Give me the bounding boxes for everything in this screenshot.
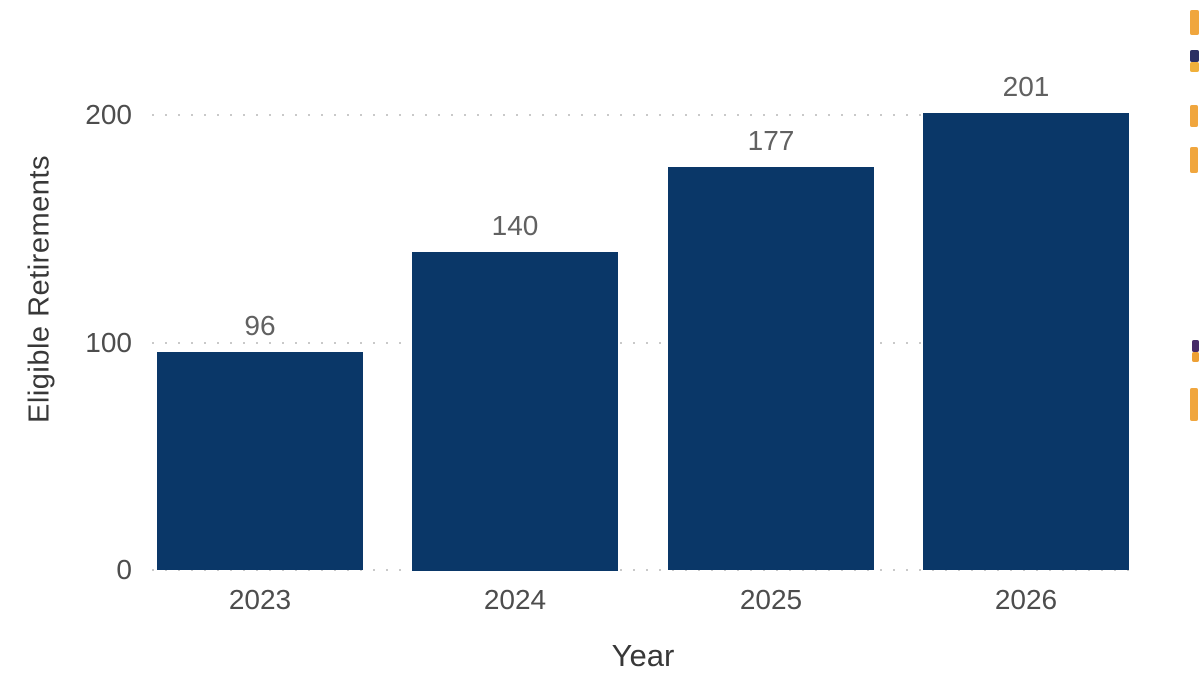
edge-artifact	[1190, 147, 1198, 173]
x-axis-title: Year	[611, 638, 675, 673]
edge-artifact	[1190, 50, 1199, 62]
bar-value-label-2024: 140	[491, 210, 539, 241]
edge-artifact	[1190, 62, 1199, 72]
bar-value-label-2023: 96	[244, 310, 276, 341]
x-axis-tick-label-2023: 2023	[228, 584, 292, 615]
bar-2023[interactable]	[157, 352, 363, 570]
edge-artifact	[1192, 340, 1199, 352]
edge-artifact	[1192, 352, 1199, 362]
gridline-y-0	[152, 569, 1140, 571]
y-axis-title: Eligible Retirements	[23, 155, 56, 423]
bar-2024[interactable]	[412, 252, 618, 571]
edge-artifact	[1190, 10, 1199, 35]
x-axis-tick-label-2025: 2025	[739, 584, 803, 615]
edge-artifact	[1190, 105, 1198, 127]
bar-2025[interactable]	[668, 167, 874, 570]
x-axis-tick-label-2026: 2026	[994, 584, 1058, 615]
bar-value-label-2026: 201	[1002, 71, 1050, 102]
bar-2026[interactable]	[923, 113, 1129, 570]
y-axis-tick-label: 100	[85, 327, 132, 358]
y-axis-tick-label: 0	[116, 554, 132, 585]
edge-artifact	[1190, 388, 1198, 421]
y-axis-tick-label: 200	[85, 99, 132, 130]
bar-value-label-2025: 177	[747, 125, 795, 156]
gridline-y-100	[152, 342, 1140, 344]
gridline-y-200	[152, 114, 1140, 116]
x-axis-tick-label-2024: 2024	[483, 584, 547, 615]
